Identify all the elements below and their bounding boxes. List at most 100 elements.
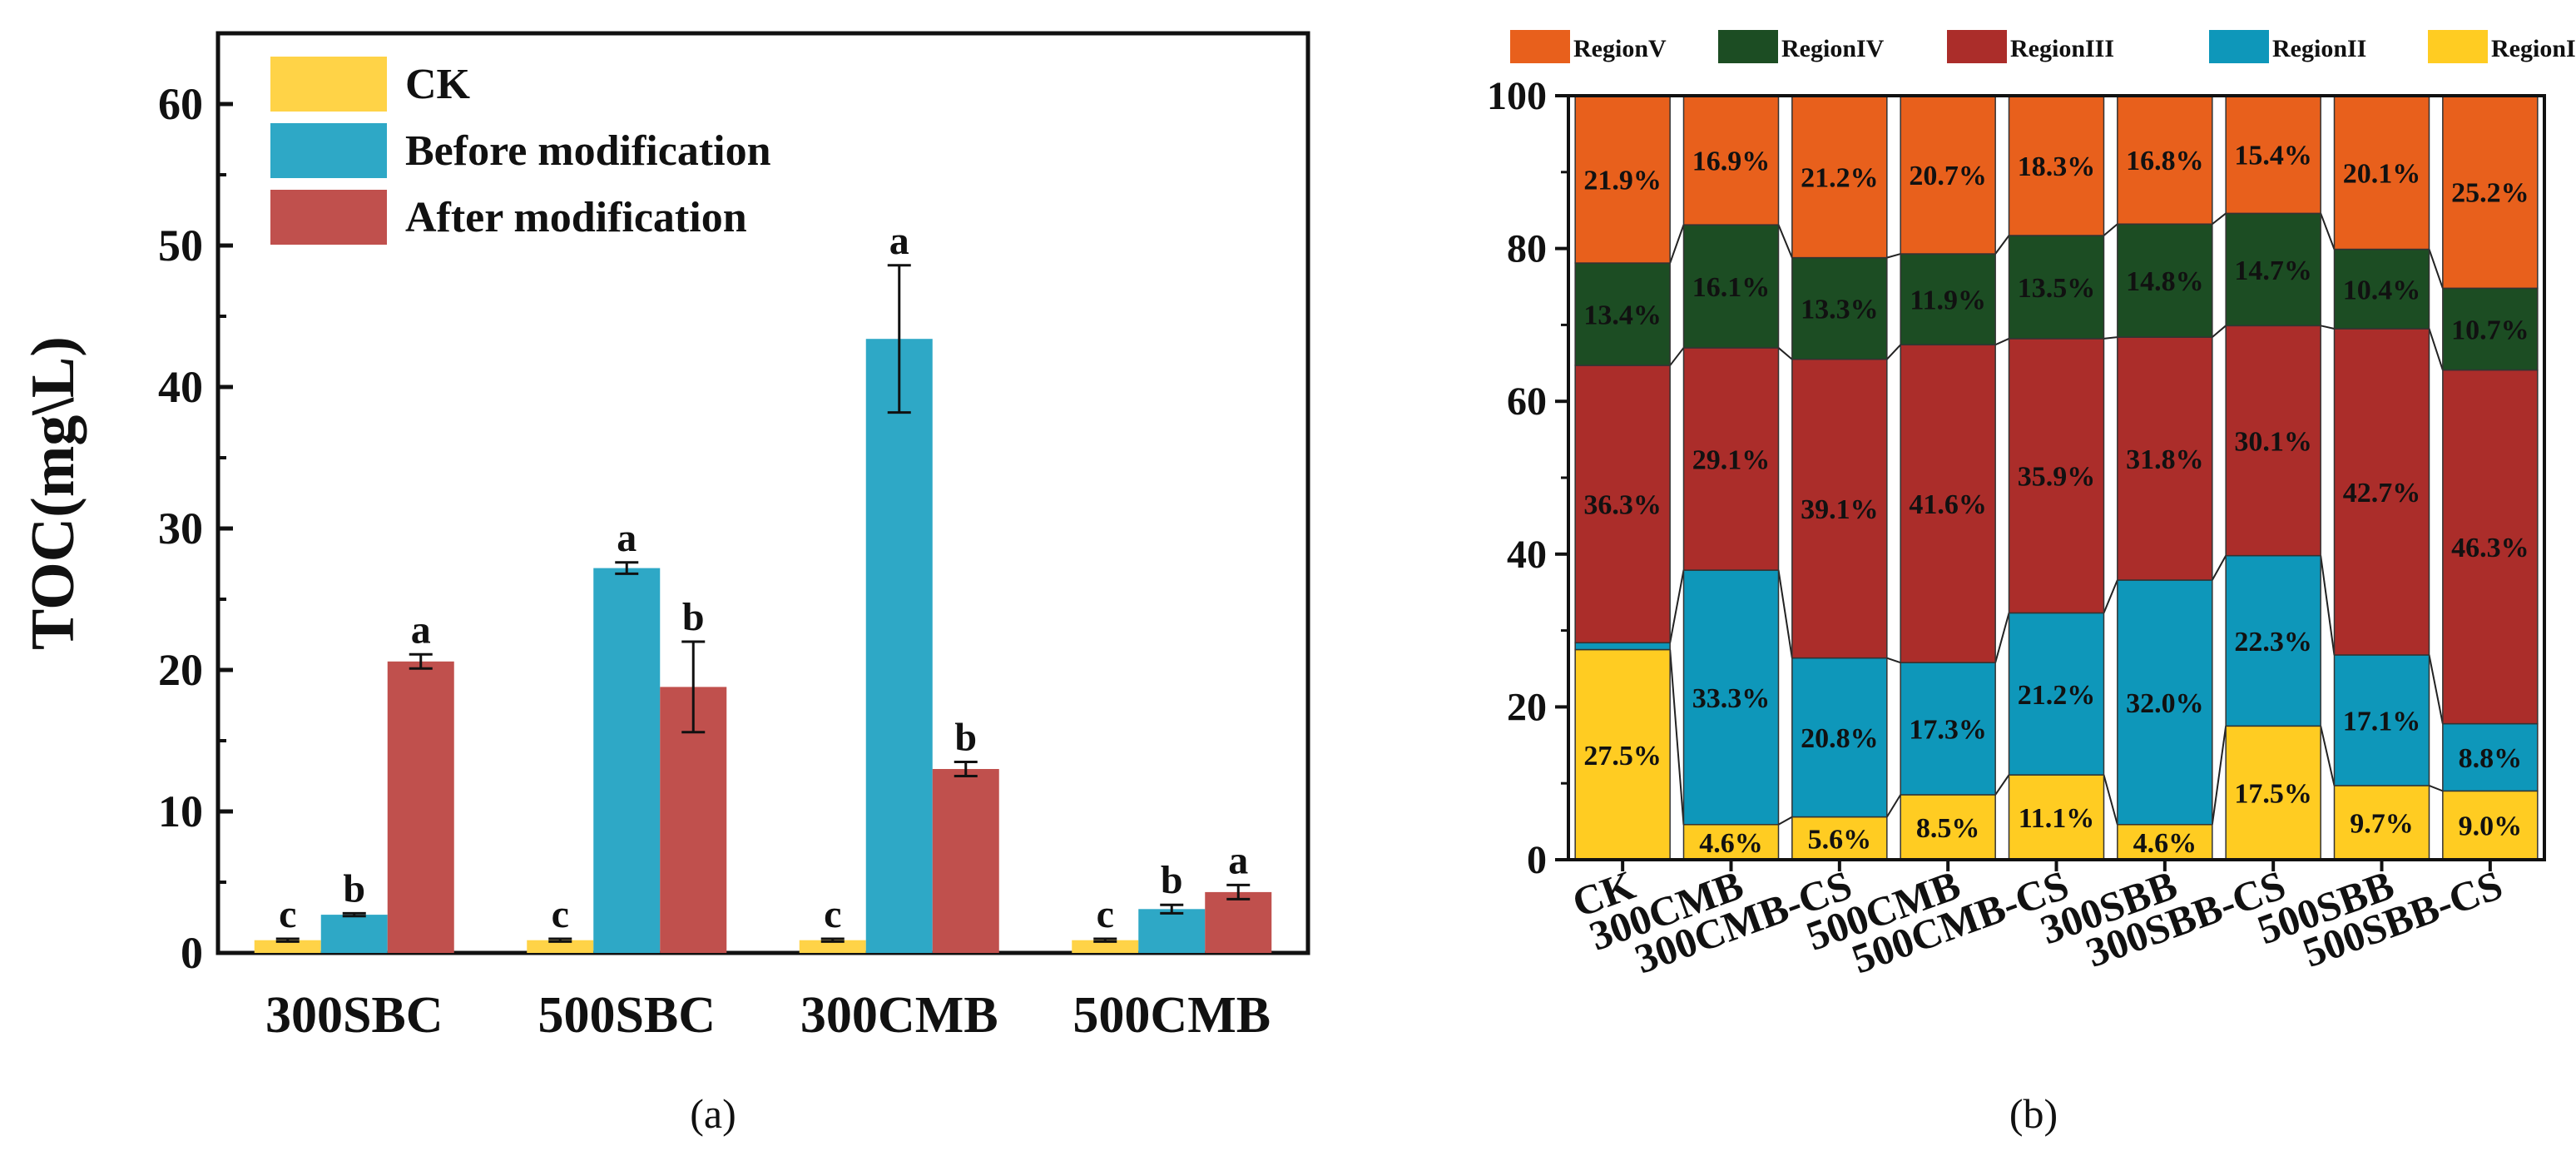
legend-swatch	[270, 123, 387, 178]
legend-label: RegionIV	[1781, 35, 1885, 62]
segment-label: 17.1%	[2343, 706, 2421, 737]
stack-connector-line	[2211, 555, 2227, 581]
stack-connector-line	[1994, 774, 2010, 796]
bar	[865, 339, 933, 953]
stack-connector-line	[2429, 785, 2444, 792]
stacked-segment	[2225, 95, 2321, 215]
stacked-segment	[2333, 95, 2430, 251]
stacked-segment	[2117, 95, 2213, 225]
stacked-segment	[2225, 325, 2321, 557]
bar	[1072, 940, 1139, 953]
segment-label: 42.7%	[2343, 478, 2421, 509]
stack-connector-line	[1886, 253, 1901, 259]
bar	[1138, 909, 1206, 953]
stack-connector-line	[2103, 223, 2118, 236]
stack-connector-line	[2212, 325, 2227, 338]
segment-label: 18.3%	[2018, 151, 2096, 182]
segment-label: 20.1%	[2343, 158, 2421, 189]
y-tick-label: 20	[1507, 685, 1547, 729]
stacked-segment	[2225, 725, 2321, 861]
significance-letter: b	[343, 866, 365, 910]
segment-label: 32.0%	[2126, 688, 2204, 719]
legend-swatch	[2428, 30, 2488, 63]
bar	[254, 940, 321, 953]
stacked-segment	[2442, 369, 2539, 725]
segment-label: 20.7%	[1909, 161, 1987, 191]
stack-connector-line	[2320, 213, 2336, 250]
segment-label: 16.1%	[1692, 272, 1771, 303]
segment-label: 36.3%	[1583, 490, 1662, 521]
stacked-segment	[2442, 287, 2539, 371]
segment-label: 25.2%	[2451, 178, 2529, 209]
segment-label: 31.8%	[2126, 444, 2204, 475]
legend-label: CK	[405, 61, 471, 108]
segment-label: 13.4%	[1583, 300, 1662, 331]
stack-connector-line	[2320, 555, 2336, 656]
stacked-segment	[2008, 95, 2105, 236]
legend-label: RegionI	[2491, 35, 2576, 62]
x-tick-label: 300SBC	[265, 987, 443, 1044]
significance-letter: a	[411, 608, 431, 652]
stacked-segment	[1900, 95, 1996, 255]
stack-connector-line	[1886, 657, 1901, 664]
segment-label: 4.6%	[1699, 828, 1763, 859]
stack-connector-line	[2428, 654, 2444, 724]
bar	[320, 915, 388, 953]
y-tick-label: 10	[158, 786, 203, 836]
stack-connector-line	[1994, 235, 2010, 255]
segment-label: 9.7%	[2350, 808, 2414, 839]
significance-letter: b	[954, 716, 977, 760]
legend-label: Before modification	[405, 127, 771, 175]
stacked-segment	[2008, 235, 2105, 340]
stack-connector-line	[2103, 579, 2118, 613]
significance-letter: c	[1097, 892, 1114, 936]
stack-connector-line	[1778, 816, 1793, 826]
stacked-segment	[1791, 657, 1888, 818]
stacked-segment	[2117, 223, 2213, 338]
legend-swatch	[2209, 30, 2269, 63]
plot-frame	[215, 31, 1310, 955]
y-tick-label: 100	[1487, 74, 1547, 118]
stacked-segment	[1682, 569, 1780, 826]
stacked-segment	[1682, 824, 1780, 861]
panel-a-toc-chart: 0 10 20 30 40 50 60 TOC(mg\L) 300SBC c b a 500SBC c a b…	[19, 31, 1310, 1044]
significance-letter: b	[1161, 858, 1183, 902]
panel-b-caption: (b)	[2009, 1090, 2058, 1137]
x-tick-label: 300CMB	[800, 987, 998, 1044]
bar	[593, 568, 661, 953]
segment-label: 21.2%	[1801, 162, 1879, 193]
stacked-segment	[1682, 347, 1780, 571]
y-tick-label: 0	[181, 928, 203, 978]
y-tick-label: 40	[158, 362, 203, 412]
stack-connector-line	[1886, 344, 1901, 360]
stack-connector-line	[1777, 224, 1793, 258]
stacked-segment	[1791, 358, 1888, 659]
legend-label: RegionIII	[2010, 35, 2114, 62]
stack-connector-line	[2428, 328, 2444, 370]
legend-swatch	[270, 57, 387, 112]
stack-connector-line	[2428, 249, 2444, 289]
segment-label: 27.5%	[1583, 741, 1662, 771]
segment-label: 10.4%	[2343, 275, 2421, 305]
y-tick-label: 50	[158, 221, 203, 270]
stack-connector-line	[2320, 325, 2335, 330]
legend-swatch	[1718, 30, 1778, 63]
segment-label: 46.3%	[2451, 533, 2529, 563]
x-tick-label: 500CMB	[1073, 987, 1271, 1044]
segment-label: 13.5%	[2018, 273, 2096, 304]
stack-connector-line	[1885, 794, 1902, 818]
y-tick-label: 60	[158, 79, 203, 129]
segment-label: 17.5%	[2234, 779, 2312, 810]
segment-label: 21.2%	[2018, 680, 2096, 711]
segment-label: 8.8%	[2459, 743, 2523, 774]
stack-connector-line	[2212, 212, 2227, 226]
segment-label: 35.9%	[2018, 462, 2096, 493]
y-tick-label: 0	[1527, 838, 1547, 882]
segment-label: 11.1%	[2019, 803, 2095, 834]
stack-connector-line	[1669, 224, 1685, 264]
legend-label: After modification	[405, 194, 747, 241]
segment-label: 21.9%	[1583, 166, 1662, 196]
segment-label: 20.8%	[1801, 723, 1879, 754]
stack-connector-line	[1994, 338, 2009, 346]
